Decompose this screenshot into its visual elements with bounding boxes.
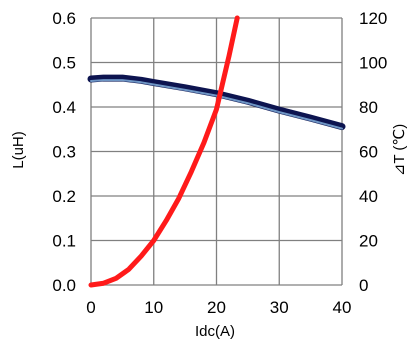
y-left-tick-label-6: 0.6 [52, 9, 76, 28]
y-right-tick-label-1: 20 [359, 232, 378, 251]
y-left-tick-label-1: 0.1 [52, 232, 76, 251]
inductance-line-highlight [90, 79, 343, 130]
inductance-line [87, 74, 346, 131]
y-right-tick-label-2: 40 [359, 187, 378, 206]
y-right-axis-title: ⊿T (℃) [391, 124, 408, 176]
y-left-tick-label-3: 0.3 [52, 143, 76, 162]
x-tick-label-2: 20 [207, 298, 226, 317]
tick-labels: 0 10 20 30 40 0.0 0.1 0.2 0.3 0.4 0.5 0.6 0 20 40 60 80 1… [52, 9, 387, 317]
x-tick-label-1: 10 [144, 298, 163, 317]
x-tick-label-3: 30 [270, 298, 289, 317]
y-left-tick-label-0: 0.0 [52, 276, 76, 295]
series-layer [87, 15, 346, 288]
x-tick-label-4: 40 [333, 298, 352, 317]
y-left-tick-label-4: 0.4 [52, 98, 76, 117]
y-left-tick-label-2: 0.2 [52, 187, 76, 206]
y-left-tick-label-5: 0.5 [52, 54, 76, 73]
x-tick-label-0: 0 [86, 298, 95, 317]
temperature-line [88, 15, 240, 288]
y-right-tick-label-0: 0 [359, 276, 368, 295]
grid [90, 17, 343, 286]
y-right-tick-label-4: 80 [359, 98, 378, 117]
y-right-tick-label-6: 120 [359, 9, 387, 28]
x-axis-title: Idc(A) [195, 323, 235, 340]
y-right-tick-label-5: 100 [359, 54, 387, 73]
y-right-tick-label-3: 60 [359, 143, 378, 162]
y-left-axis-title: L(uH) [10, 131, 27, 169]
